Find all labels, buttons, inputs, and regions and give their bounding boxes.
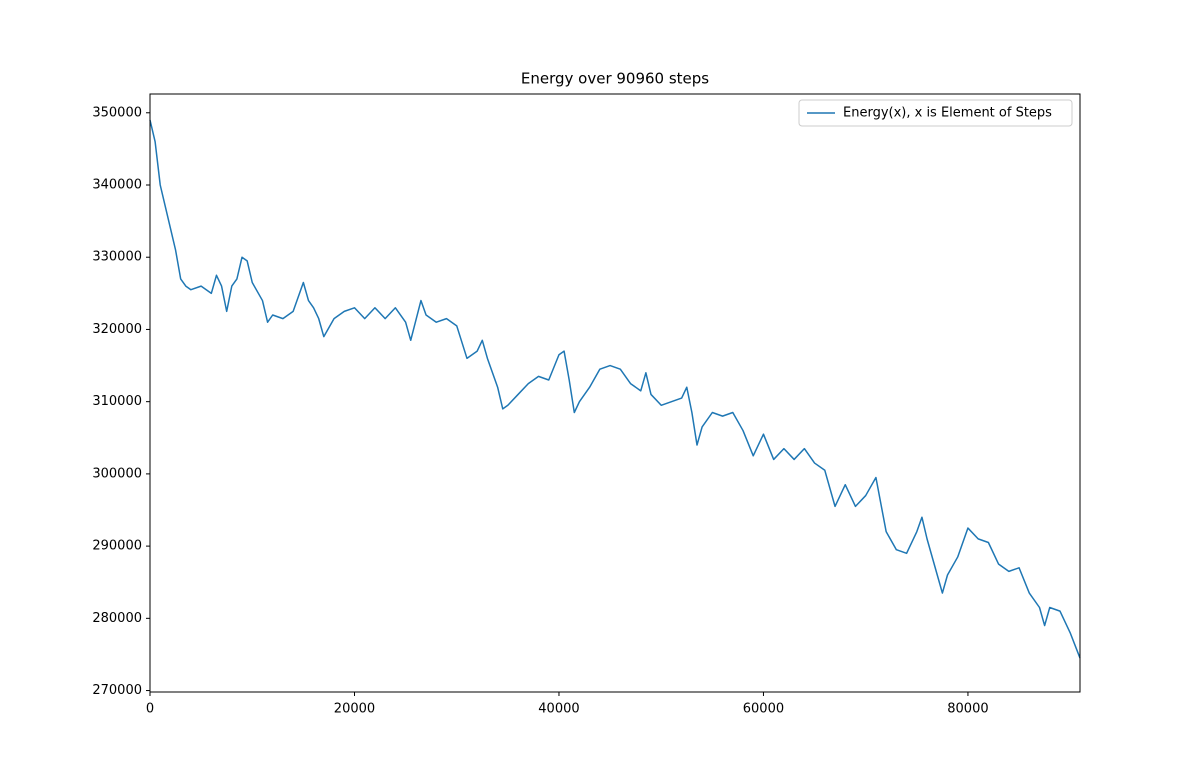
- legend: Energy(x), x is Element of Steps: [798, 99, 1073, 127]
- data-line: [149, 119, 1081, 659]
- chart-title: Energy over 90960 steps: [521, 70, 709, 88]
- x-tick-label: 40000: [538, 702, 579, 717]
- y-tick-label: 290000: [92, 539, 142, 554]
- x-tick-label: 20000: [334, 702, 375, 717]
- y-tick-label: 340000: [92, 178, 142, 193]
- legend-box: [798, 99, 1073, 127]
- y-tick-label: 330000: [92, 250, 142, 265]
- plot-frame: [149, 93, 1081, 693]
- x-tick-label: 60000: [743, 702, 784, 717]
- y-tick-label: 280000: [92, 611, 142, 626]
- x-tick-label: 0: [146, 702, 154, 717]
- y-tick-label: 300000: [92, 466, 142, 481]
- y-tick-label: 320000: [92, 322, 142, 337]
- x-tick-label: 80000: [947, 702, 988, 717]
- y-tick-label: 270000: [92, 683, 142, 698]
- legend-label: Energy(x), x is Element of Steps: [843, 106, 1052, 121]
- y-tick-label: 310000: [92, 394, 142, 409]
- y-tick-label: 350000: [92, 105, 142, 120]
